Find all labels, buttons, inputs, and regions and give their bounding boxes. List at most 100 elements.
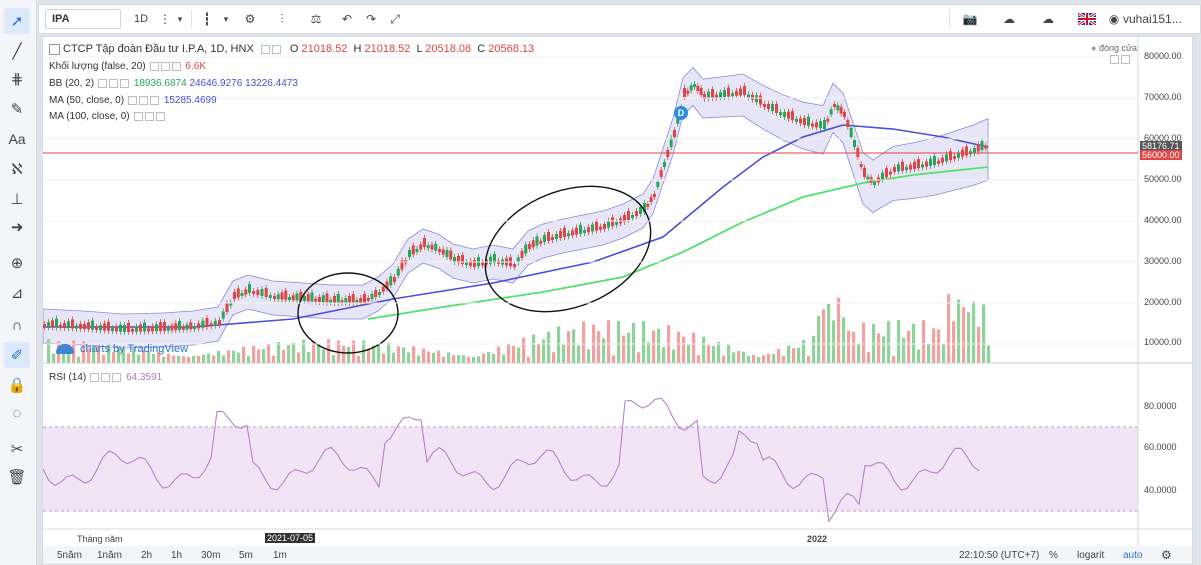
auto-button[interactable]: auto bbox=[1123, 549, 1143, 561]
zoom-icon[interactable]: ⊕ bbox=[10, 255, 24, 272]
candle-body bbox=[779, 112, 782, 115]
volume-bar bbox=[272, 355, 276, 363]
candle-body bbox=[743, 86, 746, 95]
volume-bar bbox=[952, 321, 956, 363]
range-1h-button[interactable]: 1h bbox=[171, 549, 183, 561]
candle-body bbox=[43, 324, 46, 327]
range-1y-button[interactable]: 1năm bbox=[97, 549, 123, 561]
measure-icon[interactable]: ⊿ bbox=[10, 285, 24, 302]
compare-icon[interactable]: ⚖ bbox=[310, 12, 322, 26]
lock-icon[interactable]: 🔒 bbox=[7, 377, 27, 394]
status-buttons[interactable] bbox=[1106, 53, 1132, 64]
volume-bar bbox=[697, 355, 701, 363]
magnet-icon[interactable]: ∩ bbox=[11, 316, 23, 334]
volume-bar bbox=[97, 343, 101, 363]
redo-icon[interactable]: ↷ bbox=[365, 12, 377, 26]
candle-body bbox=[579, 224, 582, 234]
candle-body bbox=[669, 138, 673, 147]
candle-body bbox=[55, 318, 58, 328]
candle-body bbox=[63, 323, 66, 328]
cloud-upload-icon[interactable]: ☁ bbox=[1042, 12, 1054, 26]
candle-body bbox=[240, 293, 244, 296]
range-30m-button[interactable]: 30m bbox=[201, 549, 221, 561]
candle-type-icon[interactable]: ┇ bbox=[203, 12, 211, 26]
interval-button[interactable]: 1D bbox=[133, 13, 149, 25]
range-5m-button[interactable]: 5m bbox=[239, 549, 253, 561]
candle-body bbox=[115, 326, 118, 332]
tradingview-attribution[interactable]: charts by TradingView bbox=[56, 343, 188, 355]
candle-body bbox=[75, 325, 78, 329]
pattern-icon[interactable]: ℵ bbox=[11, 161, 23, 178]
chevron-down-icon[interactable]: ▾ bbox=[223, 13, 229, 24]
volume-bar bbox=[857, 343, 861, 363]
volume-bar bbox=[537, 343, 541, 363]
trendline-icon[interactable]: ╱ bbox=[12, 43, 22, 60]
volume-bar bbox=[757, 356, 761, 363]
volume-bar bbox=[872, 323, 876, 363]
price-chart[interactable] bbox=[43, 37, 1192, 547]
candle-body bbox=[520, 251, 524, 258]
trash-icon[interactable]: 🗑 bbox=[7, 469, 27, 486]
candle-body bbox=[385, 281, 389, 289]
candle-body bbox=[370, 294, 374, 299]
volume-bar bbox=[457, 355, 461, 363]
chevron-down-icon[interactable]: ▾ bbox=[177, 13, 183, 24]
settings-icon[interactable]: ⚙ bbox=[244, 12, 256, 26]
arrow-icon[interactable]: ➜ bbox=[10, 219, 24, 236]
candle-body bbox=[563, 228, 566, 237]
candle-body bbox=[193, 326, 196, 329]
camera-icon[interactable]: 📷 bbox=[962, 12, 978, 26]
candle-body bbox=[221, 311, 225, 319]
chart-container[interactable]: CTCP Tập đoàn Đầu tư I.P.A, 1D, HNX O 21… bbox=[42, 36, 1193, 548]
volume-bar bbox=[127, 353, 131, 363]
log-button[interactable]: logarit bbox=[1077, 549, 1105, 561]
text-tool-icon[interactable]: Aa bbox=[8, 131, 26, 147]
candle-body bbox=[197, 323, 201, 329]
candle-body bbox=[731, 93, 734, 97]
user-name[interactable]: vuhai151... bbox=[1123, 12, 1182, 26]
volume-bar bbox=[902, 337, 906, 363]
volume-bar bbox=[332, 354, 336, 363]
range-5y-button[interactable]: 5năm bbox=[57, 549, 83, 561]
candle-body bbox=[787, 111, 790, 119]
candle-body bbox=[493, 254, 496, 263]
fullscreen-icon[interactable]: ⤢ bbox=[390, 11, 400, 26]
percent-button[interactable]: % bbox=[1049, 549, 1058, 561]
settings-icon[interactable]: ⚙ bbox=[1161, 548, 1172, 562]
candle-body bbox=[340, 300, 344, 303]
cursor-icon[interactable]: ➚ bbox=[4, 8, 30, 34]
candle-body bbox=[846, 120, 850, 127]
candle-body bbox=[51, 320, 54, 328]
candle-body bbox=[291, 295, 295, 301]
candle-body bbox=[611, 217, 614, 227]
candle-body bbox=[457, 256, 460, 263]
volume-bar bbox=[752, 354, 756, 363]
brush-icon[interactable]: ✎ bbox=[10, 101, 24, 118]
volume-bar bbox=[807, 355, 811, 363]
stay-drawing-icon[interactable]: ✐ bbox=[4, 342, 30, 368]
clock-timezone[interactable]: 22:10:50 (UTC+7) bbox=[959, 549, 1040, 561]
volume-bar bbox=[742, 351, 746, 363]
candle-body bbox=[673, 130, 676, 137]
candle-body bbox=[599, 226, 602, 230]
candle-body bbox=[739, 88, 742, 96]
candle-body bbox=[284, 290, 288, 300]
range-1m-button[interactable]: 1m bbox=[273, 549, 287, 561]
indicators-icon[interactable]: ⫶ bbox=[280, 11, 284, 26]
hide-icon[interactable]: ◌ bbox=[12, 404, 22, 422]
volume-bar bbox=[622, 335, 626, 363]
undo-icon[interactable]: ↶ bbox=[341, 12, 353, 26]
volume-bar bbox=[517, 347, 521, 363]
fib-icon[interactable]: ⋕ bbox=[10, 71, 24, 88]
cloud-icon[interactable]: ☁ bbox=[1003, 12, 1015, 26]
volume-bar bbox=[442, 356, 446, 363]
range-2h-button[interactable]: 2h bbox=[141, 549, 153, 561]
symbol-search-input[interactable]: IPA bbox=[45, 9, 121, 29]
dividend-badge[interactable]: D bbox=[674, 106, 688, 120]
interval-menu-icon[interactable]: ⋮ bbox=[159, 12, 171, 26]
candle-body bbox=[925, 161, 928, 167]
prediction-icon[interactable]: ⊥ bbox=[10, 191, 24, 208]
remove-tools-icon[interactable]: ✂ bbox=[10, 441, 24, 458]
candle-body bbox=[135, 326, 138, 332]
flag-uk-icon[interactable] bbox=[1075, 5, 1099, 33]
